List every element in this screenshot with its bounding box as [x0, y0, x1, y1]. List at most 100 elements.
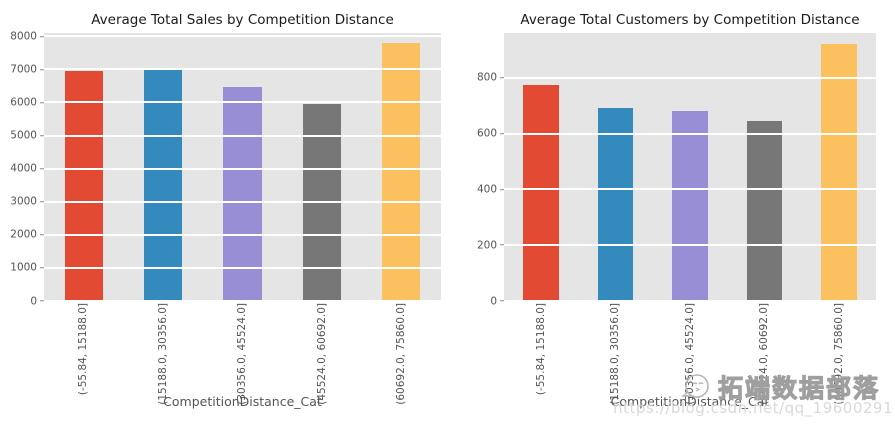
- gridline: [504, 76, 876, 79]
- plot-area: [504, 33, 876, 302]
- y-tick: 5000: [10, 130, 44, 141]
- bar-1: [144, 68, 183, 301]
- gridline: [44, 101, 441, 104]
- x-tick-label: (30356.0, 45524.0]: [236, 303, 249, 405]
- y-tick-label: 600: [476, 127, 497, 140]
- x-ticks: (-55.84, 15188.0] (15188.0, 30356.0] (3035…: [44, 301, 441, 405]
- x-tick-label: (30356.0, 45524.0]: [683, 303, 696, 405]
- y-tick-mark: [40, 300, 44, 302]
- bar-slot: [653, 33, 727, 301]
- y-tick: 800: [477, 72, 504, 83]
- y-tick-mark: [40, 201, 44, 203]
- y-tick: 600: [477, 128, 504, 139]
- x-tick-label: (60692.0, 75860.0]: [395, 303, 408, 405]
- x-tick-label: (-55.84, 15188.0]: [534, 303, 547, 396]
- bar-slot: [203, 33, 282, 301]
- sales-x-axis-label: CompetitionDistance_Cat: [163, 394, 322, 409]
- bar-slot: [123, 33, 202, 301]
- y-tick-mark: [40, 267, 44, 269]
- y-tick-mark: [500, 244, 504, 246]
- y-tick: 1000: [10, 263, 44, 274]
- gridline: [504, 188, 876, 191]
- x-tick: (-55.84, 15188.0]: [504, 301, 578, 396]
- bar-3: [746, 120, 783, 301]
- y-tick: 2000: [10, 230, 44, 241]
- y-tick-mark: [500, 300, 504, 302]
- y-tick: 8000: [10, 31, 44, 42]
- y-tick-mark: [40, 234, 44, 236]
- gridline: [44, 35, 441, 38]
- y-tick-label: 7000: [10, 63, 37, 76]
- x-tick-label: (15188.0, 30356.0]: [609, 303, 622, 405]
- y-tick-label: 3000: [10, 195, 37, 208]
- y-tick-label: 2000: [10, 228, 37, 241]
- y-tick: 6000: [10, 97, 44, 108]
- y-tick-label: 0: [30, 294, 37, 307]
- sales-chart: Average Total Sales by Competition Dista…: [0, 0, 447, 429]
- bars-row: [504, 33, 876, 301]
- customers-plot-row: 0 200 400 600 800: [447, 33, 895, 306]
- plot-area: [44, 33, 441, 302]
- bar-0: [523, 85, 560, 301]
- x-tick: (45524.0, 60692.0]: [727, 301, 801, 405]
- gridline: [504, 132, 876, 135]
- x-tick-label: (60692.0, 75860.0]: [832, 303, 845, 405]
- y-axis: 0 200 400 600 800: [447, 33, 504, 306]
- x-tick-label: (-55.84, 15188.0]: [77, 303, 90, 396]
- bar-slot: [362, 33, 441, 301]
- y-tick-label: 400: [476, 183, 497, 196]
- sales-plot-row: 0 1000 2000 3000 4000 5000 6000 7000 8000: [0, 31, 447, 306]
- customers-chart-title: Average Total Customers by Competition D…: [520, 12, 860, 28]
- x-tick: (15188.0, 30356.0]: [123, 301, 202, 405]
- y-tick: 4000: [10, 163, 44, 174]
- customers-chart: Average Total Customers by Competition D…: [447, 0, 895, 429]
- gridline: [44, 233, 441, 236]
- bar-4: [382, 43, 421, 301]
- y-tick-mark: [500, 188, 504, 190]
- y-tick-mark: [40, 35, 44, 37]
- y-tick-mark: [40, 101, 44, 103]
- bar-slot: [727, 33, 801, 301]
- y-tick-label: 8000: [10, 30, 37, 43]
- bar-2: [672, 110, 708, 301]
- y-tick: 0: [490, 296, 504, 307]
- x-tick-label: (15188.0, 30356.0]: [156, 303, 169, 405]
- gridline: [44, 68, 441, 71]
- bar-4: [820, 43, 857, 301]
- x-tick: (60692.0, 75860.0]: [802, 301, 876, 405]
- y-tick-label: 4000: [10, 162, 37, 175]
- y-tick-mark: [40, 135, 44, 137]
- gridline: [44, 167, 441, 170]
- y-tick-label: 200: [476, 238, 497, 251]
- x-ticks: (-55.84, 15188.0] (15188.0, 30356.0] (3035…: [504, 301, 876, 405]
- x-tick: (30356.0, 45524.0]: [203, 301, 282, 405]
- gridline: [44, 134, 441, 137]
- bar-1: [597, 108, 634, 301]
- bar-slot: [802, 33, 876, 301]
- y-tick-label: 5000: [10, 129, 37, 142]
- gridline: [44, 266, 441, 269]
- y-axis: 0 1000 2000 3000 4000 5000 6000 7000 8000: [0, 31, 44, 306]
- y-tick: 0: [30, 296, 44, 307]
- gridline: [44, 300, 441, 302]
- bar-slot: [44, 33, 123, 301]
- y-tick: 7000: [10, 64, 44, 75]
- y-tick: 200: [477, 240, 504, 251]
- gridline: [44, 200, 441, 203]
- y-tick-label: 6000: [10, 96, 37, 109]
- bar-0: [64, 71, 103, 301]
- y-tick: 3000: [10, 195, 44, 208]
- y-tick-label: 1000: [10, 261, 37, 274]
- y-tick-label: 0: [490, 294, 497, 307]
- y-tick: 400: [477, 184, 504, 195]
- customers-x-axis-label: CompetitionDistance_Cat: [610, 394, 770, 409]
- gridline: [504, 244, 876, 247]
- y-tick-mark: [40, 68, 44, 70]
- sales-chart-title: Average Total Sales by Competition Dista…: [91, 12, 394, 28]
- gridline: [504, 300, 876, 302]
- y-tick-label: 800: [476, 71, 497, 84]
- bar-slot: [578, 33, 652, 301]
- x-tick: (30356.0, 45524.0]: [653, 301, 727, 405]
- x-tick-label: (45524.0, 60692.0]: [758, 303, 771, 405]
- x-tick: (15188.0, 30356.0]: [578, 301, 652, 405]
